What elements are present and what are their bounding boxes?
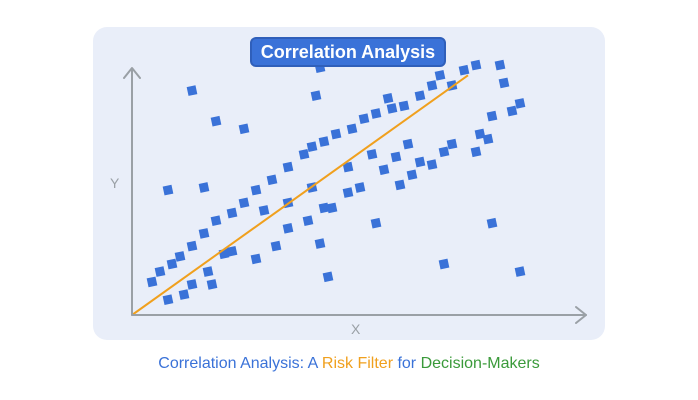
trend-line [131,74,469,316]
data-point [346,123,358,135]
data-point [494,59,506,71]
data-point [414,156,426,168]
data-point [314,238,326,249]
data-point [166,258,178,270]
data-point [162,294,174,306]
data-point [298,148,310,160]
x-axis-arrow-icon [575,306,587,324]
data-point [198,228,210,239]
data-point [282,222,294,234]
caption-part-2: Risk Filter [321,355,394,372]
data-point [162,184,174,196]
data-point [434,69,446,81]
data-point [470,59,482,71]
data-point [486,217,498,229]
data-point [342,187,354,198]
data-point [302,215,314,227]
data-point [154,266,166,277]
data-point [146,276,158,288]
data-point [186,279,198,290]
data-point [266,174,278,186]
data-point [390,151,402,163]
data-point [186,240,198,252]
data-point [330,128,342,140]
data-point [226,207,238,219]
data-point [342,161,354,173]
y-axis-label: Y [110,175,120,191]
data-point [318,202,330,214]
data-point [438,146,450,158]
data-point [426,159,438,170]
data-point [498,77,510,89]
data-point [458,64,470,76]
x-axis-label: X [351,321,361,337]
data-point [438,258,450,270]
caption-part-1: Correlation Analysis: A [158,355,322,372]
data-point [366,148,378,160]
data-point [482,133,494,145]
data-point [250,253,262,265]
data-point [210,215,222,227]
data-point [386,103,398,114]
data-point [178,289,190,300]
data-point [270,240,282,252]
data-point [318,136,330,147]
data-point [238,123,250,135]
data-point [406,169,418,181]
data-point [398,100,410,112]
data-point [258,205,270,216]
data-point [394,179,406,191]
data-point [506,105,518,117]
data-point [250,184,262,196]
data-point [210,115,222,127]
data-point [486,110,498,122]
data-point [470,146,482,158]
data-point [198,182,210,193]
points-layer [146,59,526,306]
data-point [370,217,382,229]
data-point [378,164,390,176]
data-point [414,90,426,102]
data-point [474,128,486,140]
data-point [326,202,338,214]
data-point [402,138,414,150]
data-point [310,90,322,102]
data-point [370,108,382,119]
y-axis-arrow-icon [123,67,141,79]
data-point [514,266,526,277]
data-point [282,161,294,173]
axes [123,67,587,324]
data-point [206,279,218,290]
data-point [354,182,366,193]
data-point [358,113,370,125]
caption-part-4: Decision-Makers [420,355,540,372]
data-point [226,245,238,257]
chart-panel [93,27,605,340]
data-point [174,251,186,262]
data-point [426,80,438,91]
data-point [446,138,458,150]
caption-part-3: for [393,355,421,372]
caption: Correlation Analysis: A Risk Filter for … [0,355,698,373]
data-point [202,266,214,277]
data-point [186,85,198,96]
data-point [238,197,250,209]
data-point [306,141,318,153]
data-point [514,98,526,109]
data-point [322,271,334,283]
chart-title: Correlation Analysis [250,37,446,67]
data-point [382,92,394,104]
